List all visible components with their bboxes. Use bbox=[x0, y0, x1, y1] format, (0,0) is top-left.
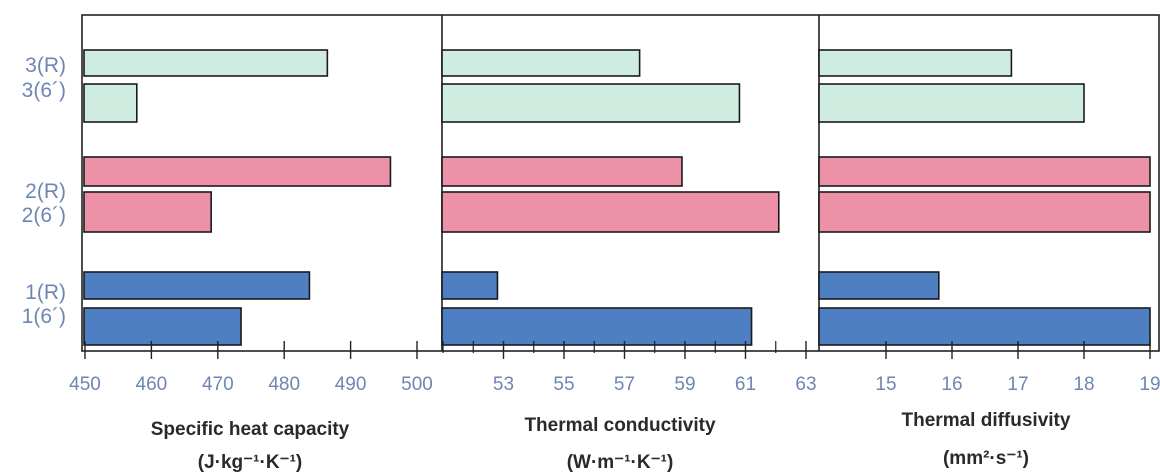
x-ticks bbox=[84, 341, 1151, 359]
bar-panel2-2R bbox=[441, 156, 683, 187]
y-category-labels: 3(R) 3(6´) 2(R) 2(6´) 1(R) 1(6´) bbox=[22, 54, 66, 328]
bars bbox=[83, 49, 1151, 346]
y-label-3r: 3(R) bbox=[25, 54, 66, 77]
x-tick-label-panel1-4: 490 bbox=[335, 374, 367, 395]
x-tick-label-panel2-2: 57 bbox=[614, 374, 635, 395]
x-tick-labels: 450 460 470 480 490 500 53 55 57 59 61 63 15 16 17 18 19 bbox=[69, 374, 1160, 395]
x-tick-label-panel1-0: 450 bbox=[69, 374, 101, 395]
x-tick-label-panel1-5: 500 bbox=[401, 374, 433, 395]
bar-panel2-16 bbox=[441, 307, 753, 346]
bar-panel3-26 bbox=[818, 191, 1151, 233]
bar-panel2-1R bbox=[441, 271, 499, 300]
bar-panel1-16 bbox=[83, 307, 242, 346]
bar-panel1-2R bbox=[83, 156, 392, 187]
x-tick-label-panel2-4: 61 bbox=[735, 374, 756, 395]
panel-3-unit: (mm²·s⁻¹) bbox=[943, 448, 1029, 469]
panel-2-unit: (W·m⁻¹·K⁻¹) bbox=[567, 452, 674, 473]
y-label-2-6: 2(6´) bbox=[22, 204, 66, 227]
x-tick-label-panel2-0: 53 bbox=[493, 374, 514, 395]
bar-panel2-36 bbox=[441, 83, 741, 123]
x-tick-label-panel3-0: 15 bbox=[875, 374, 896, 395]
bar-panel1-36 bbox=[83, 83, 138, 123]
bar-panel3-2R bbox=[818, 156, 1151, 187]
bar-panel1-26 bbox=[83, 191, 212, 233]
x-tick-label-panel1-1: 460 bbox=[136, 374, 168, 395]
bar-panel2-26 bbox=[441, 191, 780, 233]
panel-1-unit: (J·kg⁻¹·K⁻¹) bbox=[198, 452, 302, 473]
bar-panel1-3R bbox=[83, 49, 329, 77]
y-label-3-6: 3(6´) bbox=[22, 79, 66, 102]
panel-1-title: Specific heat capacity bbox=[151, 419, 350, 440]
x-tick-label-panel1-2: 470 bbox=[202, 374, 234, 395]
x-tick-label-panel1-3: 480 bbox=[268, 374, 300, 395]
y-label-1r: 1(R) bbox=[25, 281, 66, 304]
panel-2-title: Thermal conductivity bbox=[524, 415, 716, 436]
x-tick-label-panel2-5: 63 bbox=[795, 374, 816, 395]
x-tick-label-panel3-3: 18 bbox=[1073, 374, 1094, 395]
bar-panel3-1R bbox=[818, 271, 940, 300]
y-label-1-6: 1(6´) bbox=[22, 305, 66, 328]
bar-panel3-3R bbox=[818, 49, 1013, 77]
x-tick-label-panel2-1: 55 bbox=[553, 374, 574, 395]
bar-panel1-1R bbox=[83, 271, 311, 300]
panel-3-title: Thermal diffusivity bbox=[902, 410, 1071, 431]
x-tick-label-panel3-1: 16 bbox=[941, 374, 962, 395]
x-tick-label-panel3-4: 19 bbox=[1139, 374, 1160, 395]
bar-panel2-3R bbox=[441, 49, 641, 77]
bar-panel3-16 bbox=[818, 307, 1151, 346]
x-tick-label-panel2-3: 59 bbox=[674, 374, 695, 395]
bar-panel3-36 bbox=[818, 83, 1085, 123]
y-label-2r: 2(R) bbox=[25, 180, 66, 203]
x-tick-label-panel3-2: 17 bbox=[1007, 374, 1028, 395]
panel-titles: Specific heat capacity (J·kg⁻¹·K⁻¹) Ther… bbox=[151, 410, 1071, 473]
